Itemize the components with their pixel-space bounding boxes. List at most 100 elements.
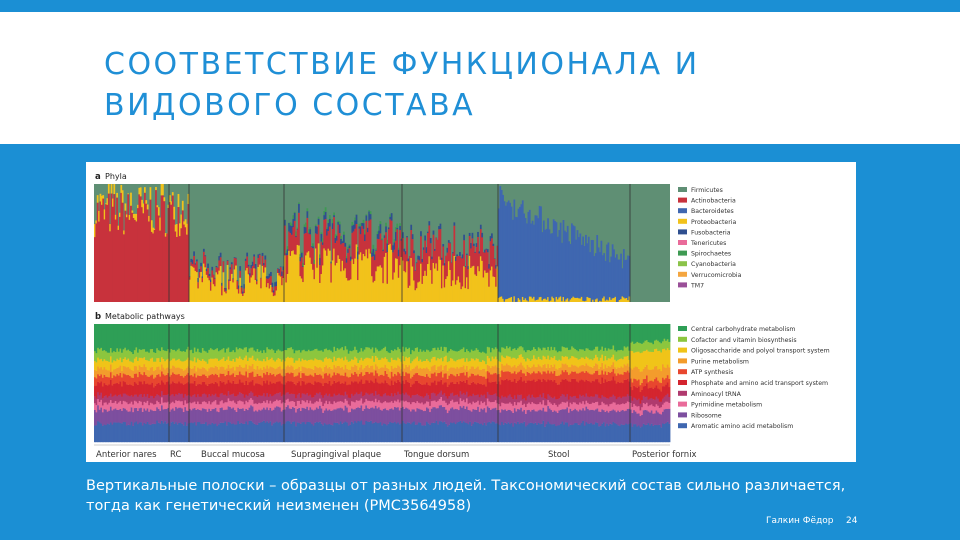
- pathway-bar-segment: [306, 351, 309, 361]
- pathway-bar-segment: [588, 396, 591, 405]
- phyla-bar-segment: [582, 300, 585, 302]
- pathway-bar-segment: [95, 352, 98, 363]
- pathway-bar-segment: [588, 381, 591, 398]
- pathway-bar-segment: [274, 422, 277, 443]
- pathway-bar-segment: [560, 374, 563, 383]
- pathway-bar-segment: [567, 406, 570, 413]
- pathway-bar-segment: [328, 358, 331, 367]
- pathway-bar-segment: [662, 404, 664, 412]
- pathway-bar-segment: [445, 347, 448, 356]
- pathway-bar-segment: [464, 394, 467, 403]
- pathway-bar-segment: [108, 377, 111, 385]
- phyla-bar-segment: [432, 230, 435, 235]
- pathway-bar-segment: [438, 398, 441, 406]
- pathway-bar-segment: [157, 357, 160, 367]
- pathway-bar-segment: [579, 372, 582, 381]
- pathway-bar-segment: [386, 324, 389, 352]
- pathway-bar-segment: [322, 361, 325, 372]
- pathway-bar-segment: [588, 410, 591, 424]
- pathway-bar-segment: [453, 350, 456, 361]
- pathway-bar-segment: [636, 380, 639, 388]
- pathway-bar-segment: [371, 381, 374, 394]
- pathway-bar-segment: [335, 324, 338, 351]
- pathway-bar-segment: [453, 324, 456, 351]
- phyla-bar-segment: [328, 219, 331, 227]
- phyla-bar-segment: [277, 268, 279, 269]
- pathway-bar-segment: [358, 351, 361, 361]
- phyla-bar-segment: [428, 225, 431, 257]
- pathway-bar-segment: [513, 364, 516, 372]
- legend-label: Proteobacteria: [691, 219, 736, 226]
- pathway-bar-segment: [246, 395, 249, 403]
- pathway-bar-segment: [532, 423, 535, 443]
- pathway-bar-segment: [601, 394, 604, 402]
- pathway-bar-segment: [536, 350, 539, 360]
- pathway-bar-segment: [216, 348, 219, 359]
- pathway-bar-segment: [410, 324, 412, 355]
- pathway-bar-segment: [440, 379, 443, 391]
- pathway-bar-segment: [662, 398, 664, 405]
- phyla-bar-segment: [302, 263, 305, 267]
- pathway-bar-segment: [545, 349, 548, 360]
- phyla-bar-segment: [599, 252, 601, 301]
- pathway-bar-segment: [550, 424, 553, 443]
- pathway-bar-segment: [219, 350, 222, 360]
- pathway-bar-segment: [258, 394, 261, 403]
- pathway-bar-segment: [517, 365, 520, 373]
- pathway-bar-segment: [402, 420, 404, 443]
- pathway-bar-segment: [178, 348, 181, 359]
- phyla-bar-segment: [249, 282, 251, 302]
- pathway-bar-segment: [491, 374, 494, 382]
- phyla-bar-segment: [464, 266, 467, 289]
- pathway-bar-segment: [162, 349, 165, 360]
- phyla-bar-segment: [293, 254, 296, 302]
- phyla-bar-segment: [379, 265, 382, 302]
- pathway-bar-segment: [461, 422, 464, 443]
- pathway-bar-segment: [397, 365, 400, 373]
- pathway-bar-segment: [528, 423, 531, 443]
- pathway-bar-segment: [378, 383, 381, 395]
- pathway-bar-segment: [306, 324, 309, 352]
- pathway-bar-segment: [327, 383, 330, 396]
- phyla-bar-segment: [407, 258, 410, 262]
- pathway-bar-segment: [267, 396, 270, 404]
- pathway-bar-segment: [182, 384, 185, 398]
- pathway-bar-segment: [606, 404, 609, 411]
- phyla-bar-segment: [305, 227, 307, 233]
- pathway-bar-segment: [192, 408, 195, 424]
- pathway-bar-segment: [416, 365, 419, 373]
- pathway-bar-segment: [556, 425, 559, 443]
- pathway-bar-segment: [106, 397, 109, 405]
- pathway-bar-segment: [437, 357, 440, 367]
- phyla-bar-segment: [286, 249, 289, 256]
- pathway-bar-segment: [590, 324, 593, 351]
- pathway-bar-segment: [154, 403, 157, 411]
- pathway-bar-segment: [288, 324, 291, 348]
- pathway-bar-segment: [267, 349, 270, 361]
- phyla-bar-segment: [289, 232, 292, 256]
- pathway-bar-segment: [256, 396, 259, 405]
- pathway-bar-segment: [480, 394, 483, 402]
- legend-label: Aromatic amino acid metabolism: [691, 423, 793, 430]
- phyla-bar-segment: [239, 277, 242, 302]
- pathway-bar-segment: [537, 403, 540, 411]
- phyla-bar-segment: [389, 219, 392, 244]
- pathway-bar-segment: [408, 422, 411, 443]
- pathway-bar-segment: [255, 324, 258, 352]
- pathway-bar-segment: [529, 411, 532, 423]
- phyla-bar-segment: [320, 241, 323, 275]
- pathway-bar-segment: [470, 382, 473, 397]
- phyla-bar-segment: [244, 258, 247, 261]
- pathway-bar-segment: [181, 375, 184, 384]
- pathway-bar-segment: [280, 403, 283, 412]
- pathway-bar-segment: [585, 356, 588, 364]
- phyla-bar-segment: [512, 219, 514, 302]
- pathway-bar-segment: [442, 400, 444, 408]
- phyla-bar-segment: [302, 282, 305, 302]
- pathway-bar-segment: [259, 410, 262, 423]
- pathway-bar-segment: [222, 347, 225, 358]
- pathway-bar-segment: [652, 405, 655, 414]
- phyla-bar-segment: [622, 249, 625, 298]
- pathway-bar-segment: [591, 360, 594, 368]
- pathway-bar-segment: [245, 364, 248, 372]
